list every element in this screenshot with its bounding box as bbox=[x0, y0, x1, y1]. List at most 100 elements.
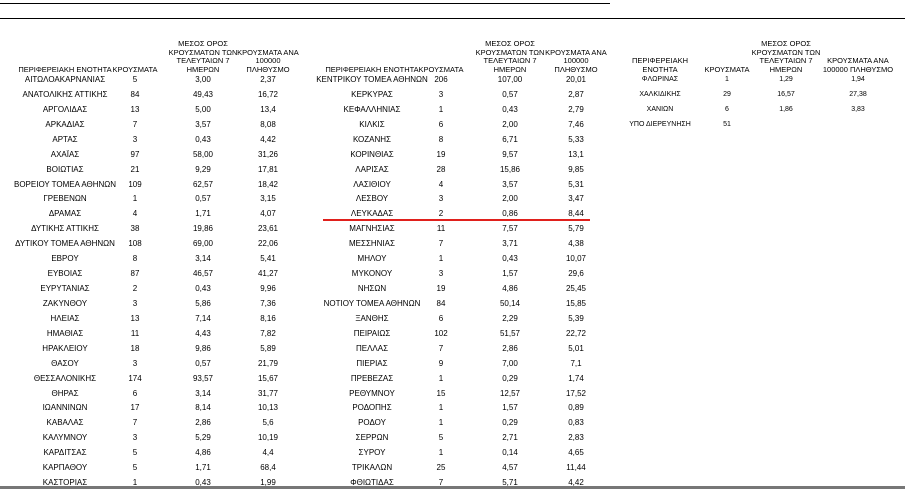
cell-value: 1 bbox=[132, 194, 138, 204]
cell-value: 84 bbox=[130, 89, 140, 99]
cell-value: 9 bbox=[438, 358, 444, 368]
cell-value: 5,86 bbox=[195, 298, 211, 308]
cell-value: 5 bbox=[132, 75, 138, 84]
region-name: ΞΑΝΘΗΣ bbox=[355, 313, 389, 323]
cell-value: 87 bbox=[130, 269, 140, 279]
cell-value: 15,85 bbox=[565, 298, 587, 308]
cell-value: 1,99 bbox=[260, 478, 276, 488]
region-name: ΚΟΖΑΝΗΣ bbox=[352, 134, 392, 144]
region-name: ΜΕΣΣΗΝΙΑΣ bbox=[349, 239, 395, 249]
column-header: ΚΡΟΥΣΜΑΤΑ ΑΝΑ 100000 ΠΛΗΘΥΣΜΟ bbox=[822, 56, 894, 74]
region-name: ΠΙΕΡΙΑΣ bbox=[356, 358, 388, 368]
cell-value: 17,52 bbox=[565, 388, 587, 398]
cell-value: 4,43 bbox=[195, 328, 211, 338]
cell-value: 4,86 bbox=[502, 284, 518, 294]
cell-value: 1,71 bbox=[195, 463, 211, 473]
cell-value: 2 bbox=[132, 284, 138, 294]
cell-value: 1 bbox=[132, 478, 138, 488]
cell-value: 15 bbox=[436, 388, 446, 398]
column-header: ΠΕΡΙΦΕΡΕΙΑΚΗ ΕΝΟΤΗΤΑ bbox=[631, 56, 688, 74]
region-name: ΣΕΡΡΩΝ bbox=[355, 433, 389, 443]
cell-value: 2,83 bbox=[568, 433, 584, 443]
cell-value: 6 bbox=[725, 105, 729, 113]
cell-value: 7,1 bbox=[570, 358, 582, 368]
cell-value: 3 bbox=[132, 298, 138, 308]
cell-value: 2,00 bbox=[502, 194, 518, 204]
cell-value: 206 bbox=[434, 75, 448, 84]
cell-value: 23,61 bbox=[257, 224, 279, 234]
region-name: ΗΜΑΘΙΑΣ bbox=[46, 328, 84, 338]
cell-value: 12,57 bbox=[499, 388, 521, 398]
cell-value: 3 bbox=[438, 89, 444, 99]
cell-value: 50,14 bbox=[499, 298, 521, 308]
cell-value: 7 bbox=[438, 343, 444, 353]
cell-value: 3,83 bbox=[851, 105, 865, 113]
cell-value: 68,4 bbox=[260, 463, 276, 473]
cell-value: 2 bbox=[438, 209, 444, 219]
region-name: ΚΕΝΤΡΙΚΟΥ ΤΟΜΕΑ ΑΘΗΝΩΝ bbox=[316, 75, 428, 84]
cell-value: 13 bbox=[130, 104, 140, 114]
cell-value: 3,71 bbox=[502, 239, 518, 249]
cell-value: 0,14 bbox=[502, 448, 518, 458]
cell-value: 7 bbox=[132, 418, 138, 428]
cell-value: 38 bbox=[130, 224, 140, 234]
region-name: ΕΒΡΟΥ bbox=[51, 254, 79, 264]
region-name: ΛΑΣΙΘΙΟΥ bbox=[353, 179, 391, 189]
cell-value: 13,4 bbox=[260, 104, 276, 114]
cell-value: 1,74 bbox=[568, 373, 584, 383]
cell-value: 4,65 bbox=[568, 448, 584, 458]
cell-value: 8,16 bbox=[260, 313, 276, 323]
region-name: ΔΥΤΙΚΗΣ ΑΤΤΙΚΗΣ bbox=[31, 224, 99, 234]
column-header: ΚΡΟΥΣΜΑΤΑ bbox=[112, 64, 158, 74]
cell-value: 4,57 bbox=[502, 463, 518, 473]
cell-value: 2,71 bbox=[502, 433, 518, 443]
cell-value: 5,71 bbox=[502, 478, 518, 488]
cell-value: 9,29 bbox=[195, 164, 211, 174]
cell-value: 19 bbox=[436, 149, 446, 159]
region-name: ΣΥΡΟΥ bbox=[358, 448, 386, 458]
cell-value: 3,14 bbox=[195, 254, 211, 264]
cell-value: 0,57 bbox=[502, 89, 518, 99]
region-name: ΑΡΓΟΛΙΔΑΣ bbox=[42, 104, 88, 114]
cell-value: 25,45 bbox=[565, 284, 587, 294]
cell-value: 10,13 bbox=[257, 403, 279, 413]
cell-value: 0,43 bbox=[195, 134, 211, 144]
cell-value: 17 bbox=[130, 403, 140, 413]
cell-value: 62,57 bbox=[192, 179, 214, 189]
region-name: ΜΥΚΟΝΟΥ bbox=[351, 269, 393, 279]
cell-value: 6 bbox=[438, 119, 444, 129]
column-header: ΜΕΣΟΣ ΟΡΟΣ ΚΡΟΥΣΜΑΤΩΝ ΤΩΝ ΤΕΛΕΥΤΑΙΩΝ 7 Η… bbox=[475, 39, 545, 74]
region-name: ΚΑΒΑΛΑΣ bbox=[46, 418, 84, 428]
cell-value: 16,72 bbox=[257, 89, 279, 99]
cell-value: 5,39 bbox=[568, 313, 584, 323]
cell-value: 5,01 bbox=[568, 343, 584, 353]
cell-value: 1,86 bbox=[779, 105, 793, 113]
cell-value: 51 bbox=[723, 120, 731, 128]
cell-value: 8,44 bbox=[568, 209, 584, 219]
cell-value: 1,57 bbox=[502, 269, 518, 279]
cell-value: 0,29 bbox=[502, 418, 518, 428]
region-name: ΒΟΡΕΙΟΥ ΤΟΜΕΑ ΑΘΗΝΩΝ bbox=[13, 179, 117, 189]
cell-value: 1,29 bbox=[779, 76, 793, 83]
cell-value: 1 bbox=[438, 254, 444, 264]
region-name: ΚΑΛΥΜΝΟΥ bbox=[42, 433, 88, 443]
cell-value: 5,41 bbox=[260, 254, 276, 264]
region-name: ΘΑΣΟΥ bbox=[51, 358, 79, 368]
cell-value: 7,46 bbox=[568, 119, 584, 129]
region-name: ΑΙΤΩΛΟΑΚΑΡΝΑΝΙΑΣ bbox=[24, 75, 106, 84]
region-name: ΔΡΑΜΑΣ bbox=[48, 209, 82, 219]
cell-value: 19 bbox=[436, 284, 446, 294]
region-name: ΠΕΛΛΑΣ bbox=[355, 343, 389, 353]
cell-value: 7 bbox=[438, 478, 444, 488]
cell-value: 9,96 bbox=[260, 284, 276, 294]
cell-value: 8,08 bbox=[260, 119, 276, 129]
cell-value: 5,33 bbox=[568, 134, 584, 144]
cell-value: 5,29 bbox=[195, 433, 211, 443]
column-header: ΠΕΡΙΦΕΡΕΙΑΚΗ ΕΝΟΤΗΤΑ bbox=[18, 64, 112, 74]
cell-value: 5 bbox=[132, 448, 138, 458]
cell-value: 28 bbox=[436, 164, 446, 174]
region-name: ΑΡΤΑΣ bbox=[52, 134, 78, 144]
cell-value: 1,94 bbox=[851, 76, 865, 83]
cell-value: 11 bbox=[130, 328, 140, 338]
cell-value: 0,57 bbox=[195, 194, 211, 204]
